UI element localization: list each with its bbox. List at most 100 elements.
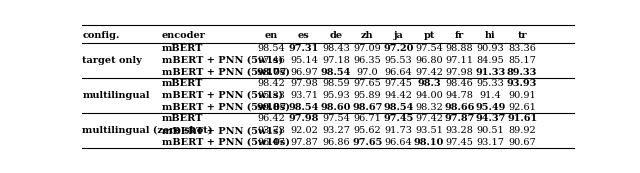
Text: zh: zh <box>361 31 374 40</box>
Text: 97.98: 97.98 <box>290 79 318 88</box>
Text: pt: pt <box>423 31 435 40</box>
Text: en: en <box>265 31 278 40</box>
Text: 96.86: 96.86 <box>323 138 350 147</box>
Text: config.: config. <box>83 31 120 40</box>
Text: multilingual: multilingual <box>83 91 150 100</box>
Text: 94.00: 94.00 <box>415 91 443 100</box>
Text: 91.61: 91.61 <box>507 114 537 124</box>
Text: 84.95: 84.95 <box>477 56 504 65</box>
Text: 98.66: 98.66 <box>444 103 474 112</box>
Text: 94.78: 94.78 <box>445 91 473 100</box>
Text: 98.59: 98.59 <box>323 79 350 88</box>
Text: 97.54: 97.54 <box>415 44 443 53</box>
Text: 96.64: 96.64 <box>385 67 413 76</box>
Text: mBERT + PNN (5w10s): mBERT + PNN (5w10s) <box>162 103 290 112</box>
Text: 97.54: 97.54 <box>323 114 350 124</box>
Text: 94.37: 94.37 <box>476 114 506 124</box>
Text: 94.42: 94.42 <box>385 91 413 100</box>
Text: 92.61: 92.61 <box>508 103 536 112</box>
Text: mBERT: mBERT <box>162 114 204 124</box>
Text: ja: ja <box>394 31 404 40</box>
Text: 93.73: 93.73 <box>258 126 285 135</box>
Text: 90.51: 90.51 <box>477 126 504 135</box>
Text: 97.31: 97.31 <box>289 44 319 53</box>
Text: 98.46: 98.46 <box>445 79 473 88</box>
Text: 93.93: 93.93 <box>507 79 538 88</box>
Text: 97.65: 97.65 <box>353 79 381 88</box>
Text: 91.33: 91.33 <box>476 67 506 76</box>
Text: 83.36: 83.36 <box>508 44 536 53</box>
Text: 97.45: 97.45 <box>385 79 413 88</box>
Text: 97.98: 97.98 <box>289 114 319 124</box>
Text: 97.09: 97.09 <box>353 44 381 53</box>
Text: 97.65: 97.65 <box>352 138 383 147</box>
Text: 96.80: 96.80 <box>415 56 443 65</box>
Text: fr: fr <box>454 31 464 40</box>
Text: 97.98: 97.98 <box>445 67 473 76</box>
Text: 96.42: 96.42 <box>258 114 285 124</box>
Text: 97.18: 97.18 <box>323 56 350 65</box>
Text: mBERT + PNN (5w1s): mBERT + PNN (5w1s) <box>162 91 283 100</box>
Text: 93.51: 93.51 <box>415 126 443 135</box>
Text: 98.54: 98.54 <box>321 67 351 76</box>
Text: 89.92: 89.92 <box>508 126 536 135</box>
Text: target only: target only <box>83 56 142 65</box>
Text: 90.67: 90.67 <box>508 138 536 147</box>
Text: 97.42: 97.42 <box>415 114 443 124</box>
Text: 98.3: 98.3 <box>417 79 441 88</box>
Text: 95.93: 95.93 <box>323 91 350 100</box>
Text: 98.43: 98.43 <box>323 44 350 53</box>
Text: mBERT + PNN (5w1s): mBERT + PNN (5w1s) <box>162 56 283 65</box>
Text: 98.54: 98.54 <box>258 44 285 53</box>
Text: hi: hi <box>485 31 496 40</box>
Text: mBERT + PNN (5w10s): mBERT + PNN (5w10s) <box>162 138 290 147</box>
Text: 97.46: 97.46 <box>258 56 285 65</box>
Text: 98.77: 98.77 <box>257 67 287 76</box>
Text: 90.91: 90.91 <box>508 91 536 100</box>
Text: 95.33: 95.33 <box>258 91 285 100</box>
Text: 93.71: 93.71 <box>290 91 318 100</box>
Text: mBERT: mBERT <box>162 44 204 53</box>
Text: mBERT + PNN (5w10s): mBERT + PNN (5w10s) <box>162 67 290 76</box>
Text: 97.87: 97.87 <box>444 114 474 124</box>
Text: 95.89: 95.89 <box>354 91 381 100</box>
Text: mBERT: mBERT <box>162 79 204 88</box>
Text: encoder: encoder <box>162 31 205 40</box>
Text: 85.17: 85.17 <box>508 56 536 65</box>
Text: 92.02: 92.02 <box>290 126 318 135</box>
Text: 98.88: 98.88 <box>445 44 473 53</box>
Text: 93.17: 93.17 <box>476 138 504 147</box>
Text: 98.32: 98.32 <box>415 103 443 112</box>
Text: 95.14: 95.14 <box>290 56 318 65</box>
Text: 97.42: 97.42 <box>415 67 443 76</box>
Text: 98.60: 98.60 <box>321 103 351 112</box>
Text: 97.45: 97.45 <box>383 114 414 124</box>
Text: 93.27: 93.27 <box>322 126 350 135</box>
Text: multilingual (zero shot): multilingual (zero shot) <box>83 126 212 135</box>
Text: 95.49: 95.49 <box>476 103 506 112</box>
Text: 98.54: 98.54 <box>289 103 319 112</box>
Text: 97.20: 97.20 <box>383 44 414 53</box>
Text: 96.71: 96.71 <box>353 114 381 124</box>
Text: 98.54: 98.54 <box>383 103 414 112</box>
Text: 96.97: 96.97 <box>290 67 318 76</box>
Text: 93.28: 93.28 <box>445 126 473 135</box>
Text: de: de <box>330 31 343 40</box>
Text: 97.11: 97.11 <box>445 56 473 65</box>
Text: 96.47: 96.47 <box>258 138 285 147</box>
Text: 95.53: 95.53 <box>385 56 413 65</box>
Text: 95.62: 95.62 <box>353 126 381 135</box>
Text: 98.67: 98.67 <box>352 103 383 112</box>
Text: 97.45: 97.45 <box>445 138 473 147</box>
Text: 96.35: 96.35 <box>353 56 381 65</box>
Text: 96.64: 96.64 <box>385 138 413 147</box>
Text: 97.0: 97.0 <box>356 67 378 76</box>
Text: 89.33: 89.33 <box>507 67 538 76</box>
Text: 95.33: 95.33 <box>477 79 504 88</box>
Text: 98.42: 98.42 <box>258 79 285 88</box>
Text: es: es <box>298 31 310 40</box>
Text: mBERT + PNN (5w1s): mBERT + PNN (5w1s) <box>162 126 283 135</box>
Text: 91.73: 91.73 <box>385 126 413 135</box>
Text: 97.87: 97.87 <box>290 138 318 147</box>
Text: 98.10: 98.10 <box>413 138 444 147</box>
